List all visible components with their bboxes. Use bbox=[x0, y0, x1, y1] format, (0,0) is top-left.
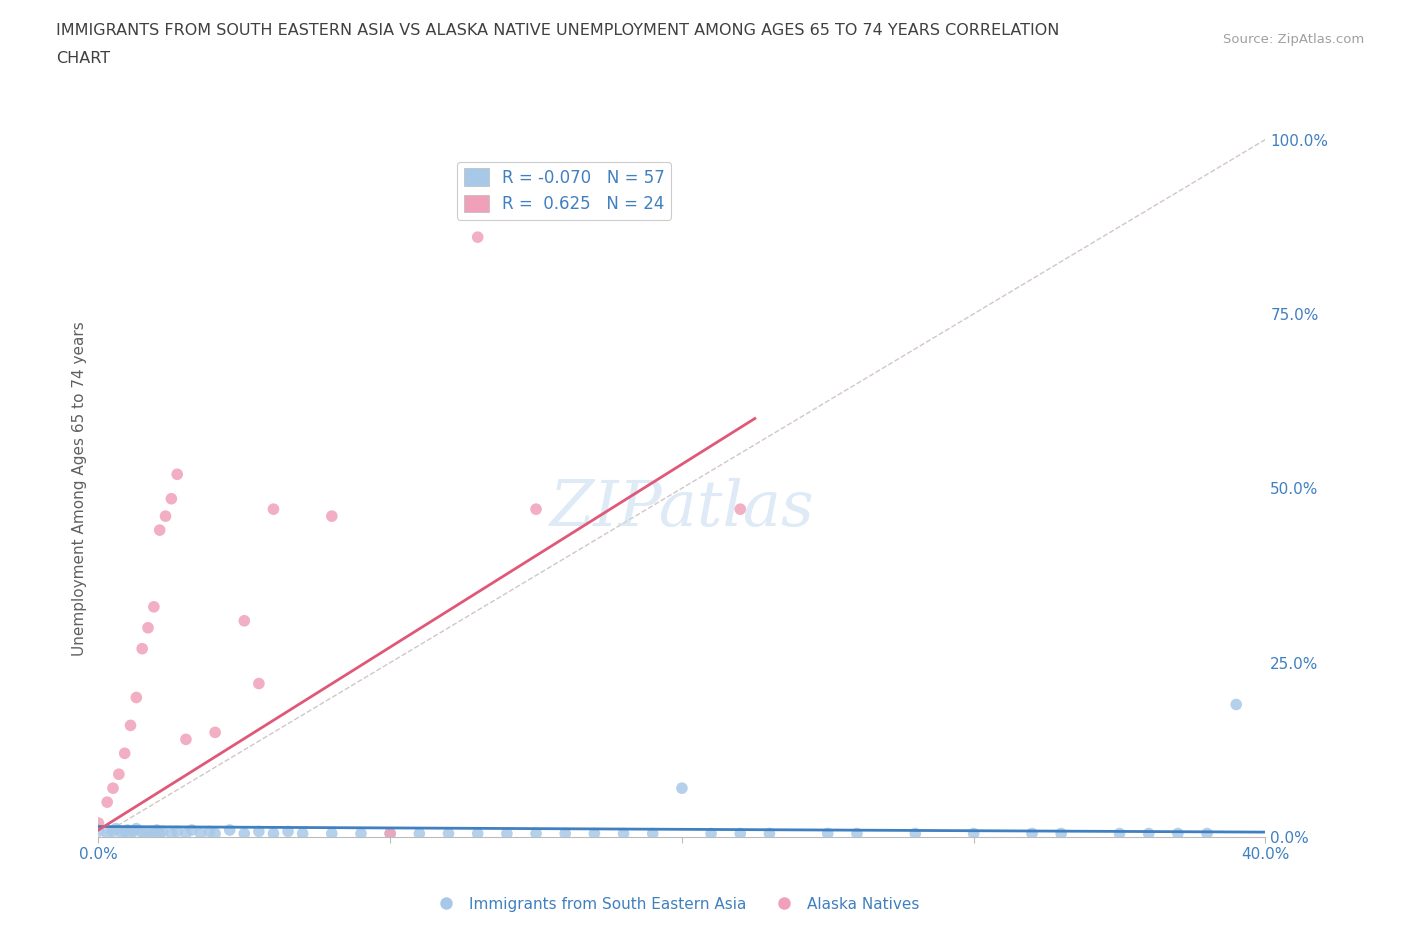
Point bbox=[1137, 826, 1160, 841]
Point bbox=[204, 725, 226, 740]
Point bbox=[612, 826, 634, 841]
Point bbox=[728, 826, 751, 841]
Point bbox=[408, 826, 430, 841]
Text: Source: ZipAtlas.com: Source: ZipAtlas.com bbox=[1223, 33, 1364, 46]
Point bbox=[134, 827, 156, 842]
Point bbox=[96, 826, 118, 841]
Point bbox=[122, 824, 145, 839]
Point bbox=[728, 502, 751, 517]
Point bbox=[641, 826, 664, 841]
Point bbox=[495, 826, 517, 841]
Point bbox=[114, 824, 136, 839]
Point bbox=[104, 821, 127, 836]
Point bbox=[174, 826, 197, 841]
Point bbox=[142, 826, 165, 841]
Point bbox=[146, 823, 169, 838]
Point bbox=[180, 823, 202, 838]
Point bbox=[962, 826, 984, 841]
Point bbox=[198, 824, 221, 839]
Point bbox=[108, 766, 131, 781]
Point bbox=[125, 821, 148, 836]
Point bbox=[1225, 698, 1247, 712]
Point bbox=[120, 826, 142, 841]
Point bbox=[262, 502, 284, 517]
Point bbox=[378, 826, 402, 841]
Point bbox=[247, 824, 270, 839]
Point bbox=[467, 230, 489, 245]
Point bbox=[101, 824, 124, 839]
Point bbox=[671, 781, 693, 796]
Point bbox=[160, 491, 183, 506]
Point bbox=[160, 826, 183, 841]
Point bbox=[139, 824, 162, 839]
Legend: R = -0.070   N = 57, R =  0.625   N = 24: R = -0.070 N = 57, R = 0.625 N = 24 bbox=[457, 162, 671, 219]
Point bbox=[114, 746, 136, 761]
Text: CHART: CHART bbox=[56, 51, 110, 66]
Point bbox=[120, 718, 142, 733]
Point bbox=[524, 826, 547, 841]
Text: ZIPatlas: ZIPatlas bbox=[550, 478, 814, 540]
Point bbox=[321, 826, 343, 841]
Point bbox=[131, 642, 153, 657]
Point bbox=[291, 826, 314, 841]
Point bbox=[554, 826, 576, 841]
Point bbox=[321, 509, 343, 524]
Text: IMMIGRANTS FROM SOUTH EASTERN ASIA VS ALASKA NATIVE UNEMPLOYMENT AMONG AGES 65 T: IMMIGRANTS FROM SOUTH EASTERN ASIA VS AL… bbox=[56, 23, 1060, 38]
Point bbox=[101, 781, 124, 796]
Point bbox=[524, 502, 547, 517]
Point bbox=[117, 823, 139, 838]
Point bbox=[817, 826, 839, 841]
Point bbox=[1050, 826, 1073, 841]
Point bbox=[155, 509, 177, 524]
Point bbox=[467, 826, 489, 841]
Point bbox=[204, 826, 226, 841]
Point bbox=[758, 826, 780, 841]
Point bbox=[87, 823, 110, 838]
Point bbox=[87, 816, 110, 830]
Y-axis label: Unemployment Among Ages 65 to 74 years: Unemployment Among Ages 65 to 74 years bbox=[72, 321, 87, 656]
Point bbox=[190, 826, 212, 841]
Point bbox=[1195, 826, 1218, 841]
Point bbox=[1167, 826, 1189, 841]
Point bbox=[149, 523, 172, 538]
Point bbox=[125, 690, 148, 705]
Point bbox=[233, 826, 256, 841]
Point bbox=[845, 826, 868, 841]
Point bbox=[378, 826, 402, 841]
Point bbox=[247, 676, 270, 691]
Point bbox=[437, 826, 460, 841]
Point bbox=[583, 826, 606, 841]
Point bbox=[262, 826, 284, 841]
Point bbox=[174, 732, 197, 747]
Point bbox=[277, 824, 299, 839]
Point bbox=[904, 826, 927, 841]
Point bbox=[350, 826, 373, 841]
Point bbox=[149, 826, 172, 841]
Point bbox=[142, 600, 165, 615]
Point bbox=[166, 824, 188, 839]
Point bbox=[700, 826, 723, 841]
Point bbox=[111, 826, 134, 841]
Point bbox=[1108, 826, 1130, 841]
Point bbox=[131, 826, 153, 841]
Point bbox=[233, 614, 256, 629]
Point bbox=[1021, 826, 1043, 841]
Point bbox=[166, 467, 188, 482]
Legend: Immigrants from South Eastern Asia, Alaska Natives: Immigrants from South Eastern Asia, Alas… bbox=[425, 891, 925, 918]
Point bbox=[136, 620, 159, 635]
Point bbox=[152, 824, 174, 839]
Point bbox=[218, 823, 240, 838]
Point bbox=[96, 794, 118, 809]
